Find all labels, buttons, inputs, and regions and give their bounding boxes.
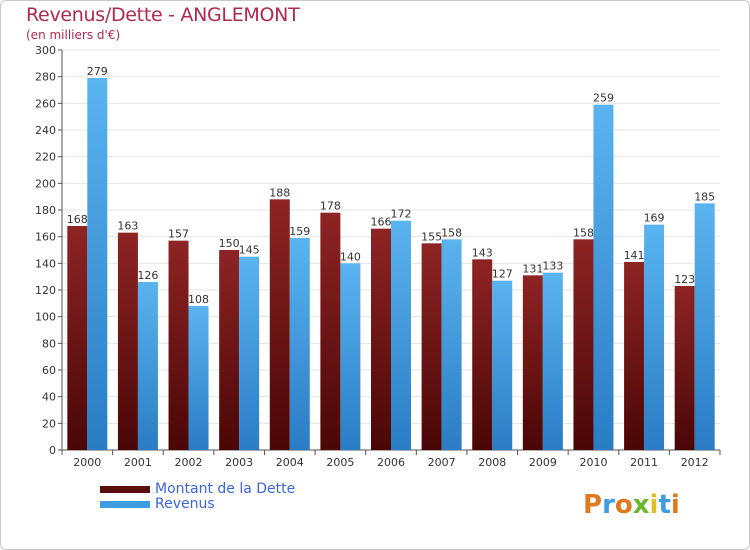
axis-layer: 0 20 40 60 80 100 120 140 160 180 200 220 240 260 280 3… [35,44,721,469]
logo-letter: r [602,490,615,520]
dette-bar [573,239,594,450]
x-tick-label: 2002 [175,456,203,469]
dette-value-label: 157 [168,228,189,241]
logo-letter: t [658,490,671,520]
y-tick-label: 240 [35,124,56,137]
dette-bar [674,286,695,450]
logo-letter: i [670,490,680,520]
y-tick-label: 160 [35,231,56,244]
x-tick-label: 2012 [681,456,709,469]
dette-value-label: 158 [573,226,594,239]
dette-value-label: 188 [269,186,290,199]
x-tick-label: 2008 [478,456,506,469]
y-tick-label: 100 [35,311,56,324]
x-tick-label: 2010 [579,456,607,469]
dette-value-label: 123 [674,273,695,286]
revenus-value-label: 145 [239,244,260,257]
dette-bar [67,226,88,450]
y-tick-label: 0 [49,444,56,457]
y-tick-label: 200 [35,177,56,190]
dette-bar [472,259,493,450]
revenus-value-label: 140 [340,250,361,263]
dette-value-label: 168 [67,213,88,226]
dette-value-label: 150 [219,237,240,250]
revenus-bar [441,239,462,450]
dette-bar [522,275,543,450]
bar-layer [67,78,715,451]
y-tick-label: 60 [42,364,56,377]
x-tick-label: 2004 [276,456,304,469]
legend-swatch-dette [100,486,150,493]
revenus-value-label: 259 [593,92,614,105]
dette-value-label: 166 [371,216,392,229]
logo-letter: x [632,490,650,520]
x-tick-label: 2007 [428,456,456,469]
dette-bar [117,232,138,450]
dette-bar [168,240,189,450]
dette-bar [320,212,341,450]
revenus-value-label: 185 [694,190,715,203]
legend-label-dette: Montant de la Dette [155,481,296,497]
y-tick-label: 300 [35,44,56,57]
revenus-bar [289,238,310,450]
x-tick-label: 2005 [326,456,354,469]
x-tick-label: 2011 [630,456,658,469]
y-tick-label: 140 [35,257,56,270]
label-layer: 1682791631261571081501451881591781401661… [67,65,715,306]
revenus-bar [391,220,411,450]
revenus-bar [492,280,513,450]
dette-bar [219,250,240,450]
dette-value-label: 143 [472,246,493,259]
logo-letter: o [614,490,633,520]
revenus-bar [694,203,715,450]
dette-value-label: 155 [421,230,442,243]
chart-subtitle: (en milliers d'€) [26,28,121,42]
revenus-bar [87,78,108,450]
revenus-value-label: 169 [644,212,665,225]
revenus-value-label: 279 [87,65,108,78]
proxiti-logo: Proxiti [583,490,680,520]
y-tick-label: 180 [35,204,56,217]
legend-label-revenus: Revenus [155,496,215,512]
revenus-bar [239,256,260,450]
revenus-bar [137,282,158,450]
revenus-value-label: 172 [391,208,412,221]
y-tick-label: 80 [42,337,56,350]
revenus-bar [188,306,209,450]
revenus-bar [644,224,665,450]
revenus-value-label: 127 [492,268,513,281]
y-tick-label: 220 [35,151,56,164]
logo-letter: i [649,490,659,520]
logo-letter: P [583,490,603,520]
x-tick-label: 2006 [377,456,405,469]
dette-value-label: 163 [117,220,138,233]
revenus-bar [542,272,563,450]
dette-bar [269,199,290,450]
y-tick-label: 120 [35,284,56,297]
dette-value-label: 178 [320,200,341,213]
x-tick-label: 2000 [73,456,101,469]
dette-bar [624,262,645,450]
y-tick-label: 20 [42,417,56,430]
revenus-value-label: 126 [137,269,158,282]
revenus-value-label: 133 [542,260,563,273]
dette-value-label: 131 [522,262,543,275]
revenus-bar [340,263,361,450]
revenus-value-label: 159 [289,225,310,238]
dette-bar [371,228,391,450]
revenus-value-label: 108 [188,293,209,306]
y-tick-label: 280 [35,71,56,84]
chart-title: Revenus/Dette - ANGLEMONT [26,4,300,26]
revenus-bar [593,104,614,451]
dette-value-label: 141 [624,249,645,262]
y-tick-label: 40 [42,391,56,404]
x-tick-label: 2001 [124,456,152,469]
legend-swatch-revenus [100,501,150,508]
x-tick-label: 2003 [225,456,253,469]
dette-bar [421,243,442,450]
y-tick-label: 260 [35,97,56,110]
x-tick-label: 2009 [529,456,557,469]
revenus-value-label: 158 [441,226,462,239]
